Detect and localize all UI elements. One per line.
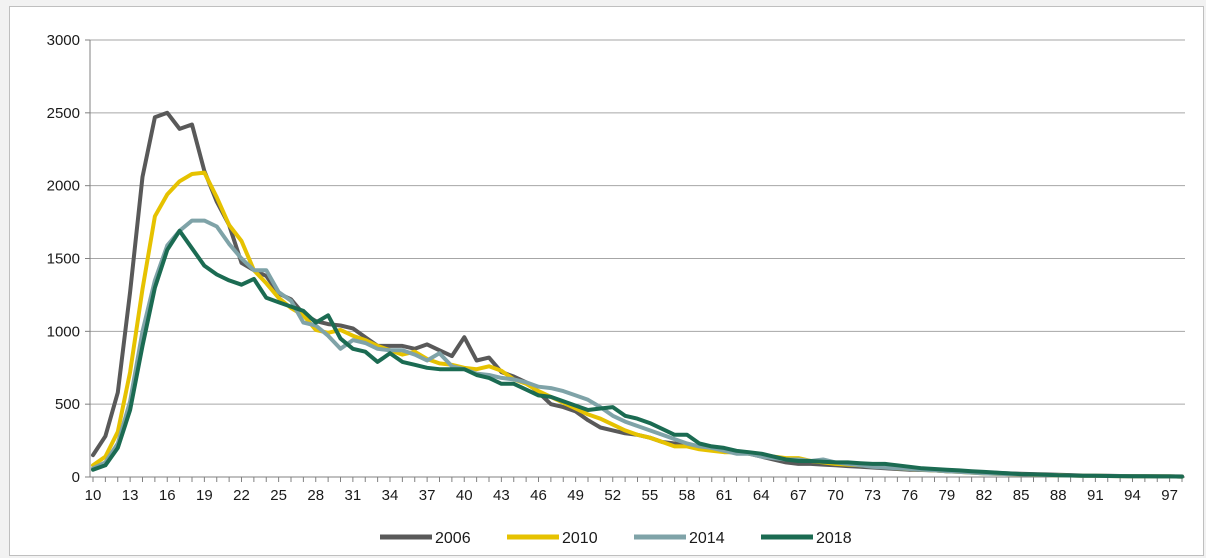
x-tick-label-22: 22 xyxy=(233,487,250,504)
legend-label-2014: 2014 xyxy=(689,530,725,547)
x-tick-label-58: 58 xyxy=(679,487,696,504)
x-tick-label-25: 25 xyxy=(270,487,287,504)
x-tick-label-28: 28 xyxy=(307,487,324,504)
x-tick-label-49: 49 xyxy=(567,487,584,504)
x-tick-label-43: 43 xyxy=(493,487,510,504)
x-tick-label-88: 88 xyxy=(1050,487,1067,504)
x-tick-label-31: 31 xyxy=(345,487,362,504)
x-tick-label-61: 61 xyxy=(716,487,733,504)
x-tick-label-73: 73 xyxy=(864,487,881,504)
x-tick-label-91: 91 xyxy=(1087,487,1104,504)
x-tick-label-34: 34 xyxy=(382,487,399,504)
y-tick-label-0: 0 xyxy=(72,469,80,486)
x-tick-label-70: 70 xyxy=(827,487,844,504)
x-tick-label-79: 79 xyxy=(939,487,956,504)
y-tick-label-3000: 3000 xyxy=(47,32,80,49)
x-tick-label-37: 37 xyxy=(419,487,436,504)
x-tick-label-40: 40 xyxy=(456,487,473,504)
y-tick-label-2000: 2000 xyxy=(47,178,80,195)
x-tick-label-46: 46 xyxy=(530,487,547,504)
x-tick-label-19: 19 xyxy=(196,487,213,504)
y-tick-label-1000: 1000 xyxy=(47,323,80,340)
line-chart: 0 500 1000 1500 2000 2500 3000 10 13 16 19 22 25 28 31… xyxy=(47,32,1185,547)
x-tick-label-94: 94 xyxy=(1124,487,1141,504)
x-tick-label-64: 64 xyxy=(753,487,770,504)
x-tick-label-82: 82 xyxy=(976,487,993,504)
x-tick-label-10: 10 xyxy=(85,487,102,504)
y-tick-label-2500: 2500 xyxy=(47,105,80,122)
y-tick-label-500: 500 xyxy=(55,396,80,413)
legend-label-2010: 2010 xyxy=(562,530,598,547)
x-tick-label-97: 97 xyxy=(1161,487,1178,504)
y-tick-label-1500: 1500 xyxy=(47,251,80,268)
series-line-2018 xyxy=(91,228,1184,479)
x-tick-label-16: 16 xyxy=(159,487,176,504)
series-line-2010 xyxy=(91,170,1184,479)
x-tick-label-76: 76 xyxy=(901,487,918,504)
series-line-2006 xyxy=(91,110,1184,479)
legend-label-2018: 2018 xyxy=(816,530,852,547)
chart-frame: 0 500 1000 1500 2000 2500 3000 10 13 16 19 22 25 28 31… xyxy=(9,6,1204,556)
legend-label-2006: 2006 xyxy=(435,530,471,547)
x-tick-label-13: 13 xyxy=(122,487,139,504)
x-tick-label-67: 67 xyxy=(790,487,807,504)
x-tick-label-52: 52 xyxy=(604,487,621,504)
x-tick-label-85: 85 xyxy=(1013,487,1030,504)
x-tick-label-55: 55 xyxy=(642,487,659,504)
